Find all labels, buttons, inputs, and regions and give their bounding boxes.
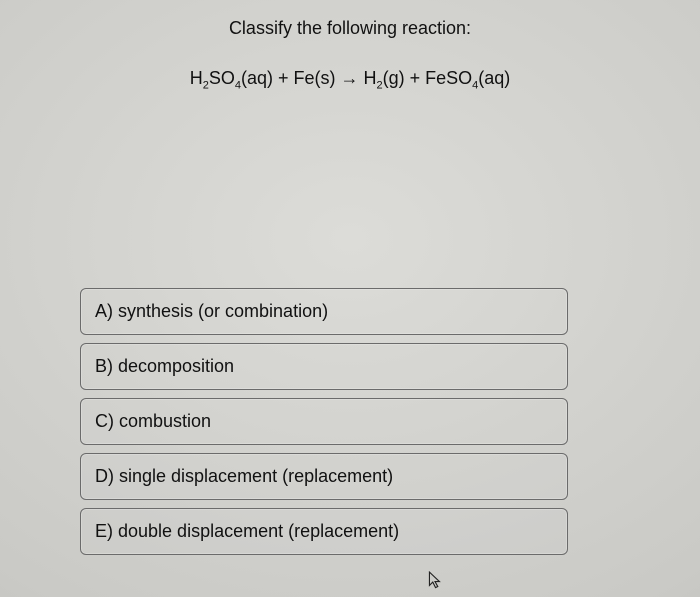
cursor-icon	[428, 571, 442, 591]
product-1: H2(g)	[364, 68, 405, 88]
choice-label: B) decomposition	[95, 356, 234, 376]
choice-d[interactable]: D) single displacement (replacement)	[80, 453, 568, 500]
eq-state: (aq)	[478, 68, 510, 88]
reactant-2: Fe(s)	[293, 68, 335, 88]
choice-e[interactable]: E) double displacement (replacement)	[80, 508, 568, 555]
eq-state: (g)	[383, 68, 405, 88]
choice-label: C) combustion	[95, 411, 211, 431]
eq-text: SO	[209, 68, 235, 88]
choice-c[interactable]: C) combustion	[80, 398, 568, 445]
choice-label: D) single displacement (replacement)	[95, 466, 393, 486]
choice-a[interactable]: A) synthesis (or combination)	[80, 288, 568, 335]
eq-plus: +	[273, 68, 294, 88]
answer-choices: A) synthesis (or combination) B) decompo…	[80, 288, 568, 563]
reactant-1: H2SO4(aq)	[190, 68, 273, 88]
eq-state: (aq)	[241, 68, 273, 88]
reaction-equation: H2SO4(aq) + Fe(s) → H2(g) + FeSO4(aq)	[0, 68, 700, 92]
eq-text: H	[190, 68, 203, 88]
eq-text: H	[364, 68, 377, 88]
eq-text: FeSO	[425, 68, 472, 88]
eq-plus: +	[405, 68, 426, 88]
choice-label: E) double displacement (replacement)	[95, 521, 399, 541]
product-2: FeSO4(aq)	[425, 68, 510, 88]
choice-label: A) synthesis (or combination)	[95, 301, 328, 321]
eq-arrow: →	[335, 68, 363, 88]
question-prompt: Classify the following reaction:	[0, 18, 700, 39]
choice-b[interactable]: B) decomposition	[80, 343, 568, 390]
